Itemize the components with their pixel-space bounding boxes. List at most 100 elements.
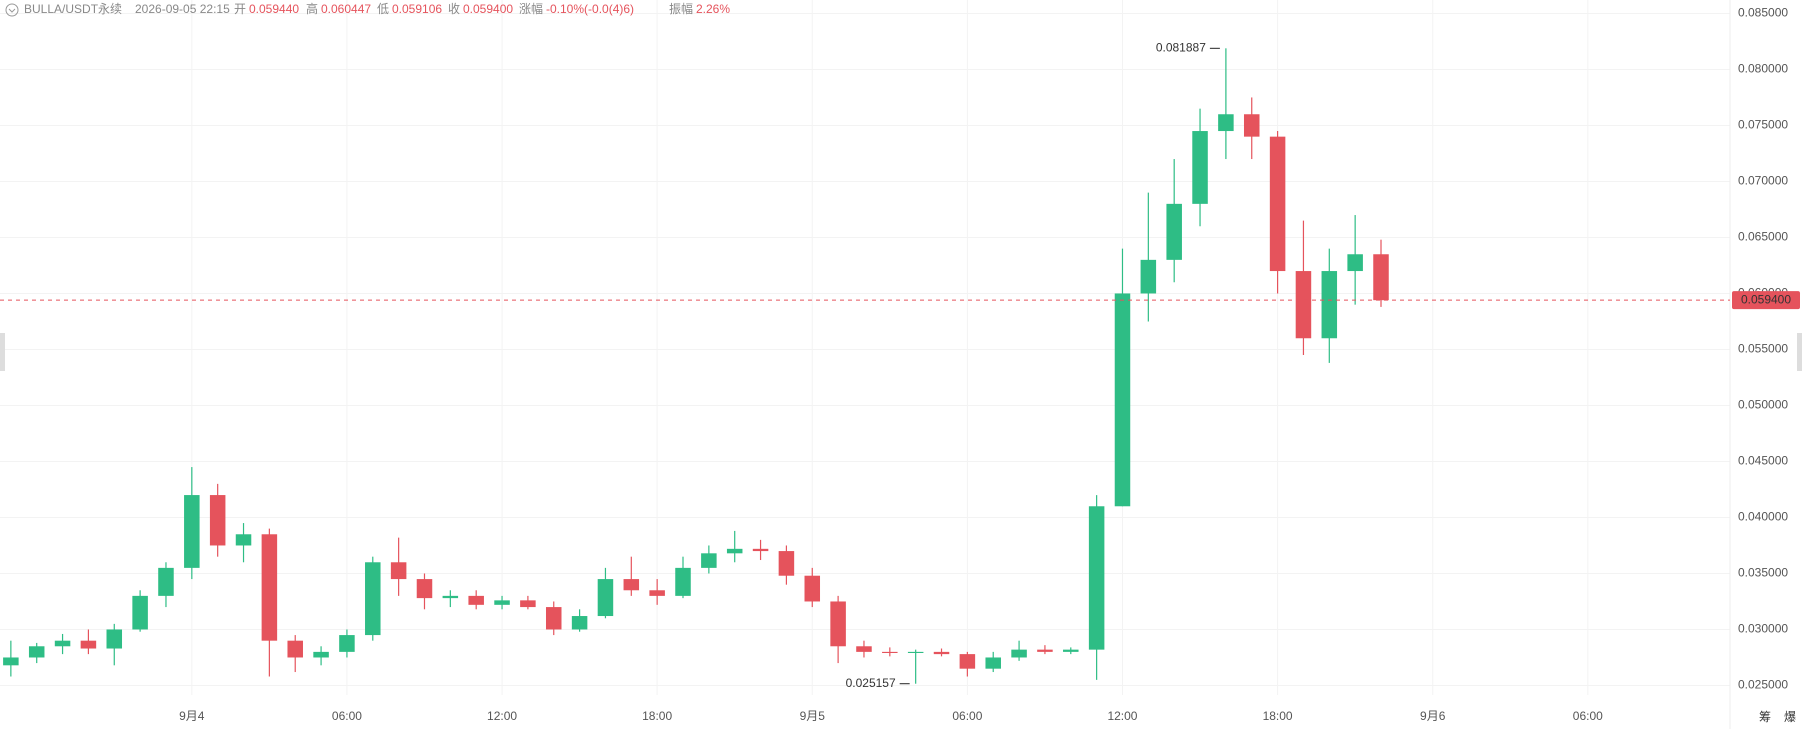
candle-body: [985, 657, 1001, 669]
x-tick-label: 9月6: [1420, 709, 1446, 723]
close-value: 0.059400: [463, 2, 513, 16]
x-tick-label: 9月5: [800, 709, 826, 723]
candle-body: [597, 579, 614, 617]
y-tick-label: 0.040000: [1738, 510, 1788, 524]
candle-body: [856, 646, 872, 652]
candle-body: [1321, 271, 1338, 339]
candle-body: [132, 595, 148, 630]
candle-body: [339, 635, 355, 652]
candle-body: [701, 553, 717, 568]
amplitude-label: 振幅: [669, 1, 693, 16]
candle-body: [959, 654, 976, 669]
x-tick-label: 06:00: [332, 709, 362, 723]
x-tick-label: 18:00: [1263, 709, 1293, 723]
y-tick-label: 0.045000: [1738, 454, 1788, 468]
y-tick-label: 0.070000: [1738, 174, 1788, 188]
candle-body: [1373, 254, 1389, 301]
min-label: 0.025157: [846, 676, 896, 690]
candle-body: [80, 640, 97, 649]
candle-body: [752, 548, 769, 552]
candle-body: [545, 607, 562, 630]
header: BULLA/USDT永续 2026-09-05 22:15 开 0.059440…: [24, 1, 730, 16]
candle-body: [390, 562, 407, 580]
change-label: 涨幅: [519, 1, 543, 16]
candle-body: [882, 651, 898, 653]
candle-body: [520, 600, 536, 608]
candle-body: [778, 551, 795, 576]
candle-body: [365, 562, 381, 636]
candle-body: [726, 548, 743, 554]
candle-body: [106, 629, 123, 649]
high-label: 高: [306, 1, 318, 16]
candle-body: [1192, 131, 1208, 204]
candle-body: [649, 590, 665, 596]
last-price-label: 0.059400: [1741, 292, 1791, 306]
candle-body: [3, 657, 19, 666]
candle-body: [209, 495, 226, 546]
x-tick-label: 9月4: [179, 709, 205, 723]
y-tick-label: 0.075000: [1738, 118, 1788, 132]
candle-body: [28, 646, 45, 658]
x-tick-label: 18:00: [642, 709, 672, 723]
max-label: 0.081887: [1156, 40, 1206, 54]
y-tick-label: 0.035000: [1738, 566, 1788, 580]
y-tick-label: 0.025000: [1738, 678, 1788, 692]
x-tick-label: 12:00: [487, 709, 517, 723]
candle-body: [261, 534, 278, 641]
y-tick-label: 0.065000: [1738, 230, 1788, 244]
candle-body: [235, 534, 252, 546]
candle-body: [804, 575, 821, 602]
y-tick-label: 0.080000: [1738, 62, 1788, 76]
candle-body: [1088, 506, 1105, 650]
candle-body: [1347, 254, 1363, 272]
candle-body: [675, 567, 691, 596]
right-tab[interactable]: [1797, 333, 1802, 371]
candle-body: [1063, 649, 1079, 652]
candle-body: [468, 595, 484, 605]
candle-body: [313, 651, 329, 658]
chips-button[interactable]: 筹: [1759, 710, 1771, 724]
candle-body: [442, 595, 459, 599]
low-label: 低: [377, 2, 389, 16]
candles: [3, 48, 1389, 684]
change-value: -0.10%(-0.0(4)6): [546, 2, 634, 16]
time: 2026-09-05 22:15: [135, 2, 230, 16]
candle-body: [623, 579, 640, 591]
candle-body: [1269, 136, 1286, 272]
candle-body: [907, 651, 924, 653]
y-tick-label: 0.030000: [1738, 622, 1788, 636]
candle-body: [1037, 649, 1053, 652]
symbol: BULLA/USDT永续: [24, 2, 122, 16]
candle-body: [54, 640, 71, 647]
collapse-chevron: [8, 8, 16, 13]
candle-body: [1218, 114, 1234, 132]
collapse-icon[interactable]: [5, 3, 19, 17]
x-tick-label: 06:00: [952, 709, 982, 723]
amplitude-value: 2.26%: [696, 2, 730, 16]
candle-body: [1166, 203, 1182, 260]
liquidation-button[interactable]: 爆: [1784, 710, 1796, 724]
candle-body: [830, 601, 846, 647]
candle-body: [416, 579, 433, 599]
close-label: 收: [448, 2, 460, 16]
x-tick-label: 06:00: [1573, 709, 1603, 723]
candle-body: [158, 567, 174, 596]
y-tick-label: 0.055000: [1738, 342, 1788, 356]
candle-body: [184, 495, 200, 568]
candle-body: [571, 616, 588, 630]
y-tick-label: 0.085000: [1738, 6, 1788, 20]
left-tab[interactable]: [0, 333, 5, 371]
candle-body: [1295, 271, 1312, 339]
high-value: 0.060447: [321, 2, 371, 16]
open-label: 开: [234, 2, 246, 16]
low-value: 0.059106: [392, 2, 442, 16]
candle-body: [287, 640, 303, 658]
overlay: 0.081887 0.025157 0.059400: [0, 40, 1800, 690]
candle-body: [1243, 114, 1260, 137]
candle-body: [1140, 259, 1157, 294]
last-price-box: [1732, 291, 1800, 310]
x-tick-label: 12:00: [1107, 709, 1137, 723]
candle-body: [933, 651, 950, 655]
